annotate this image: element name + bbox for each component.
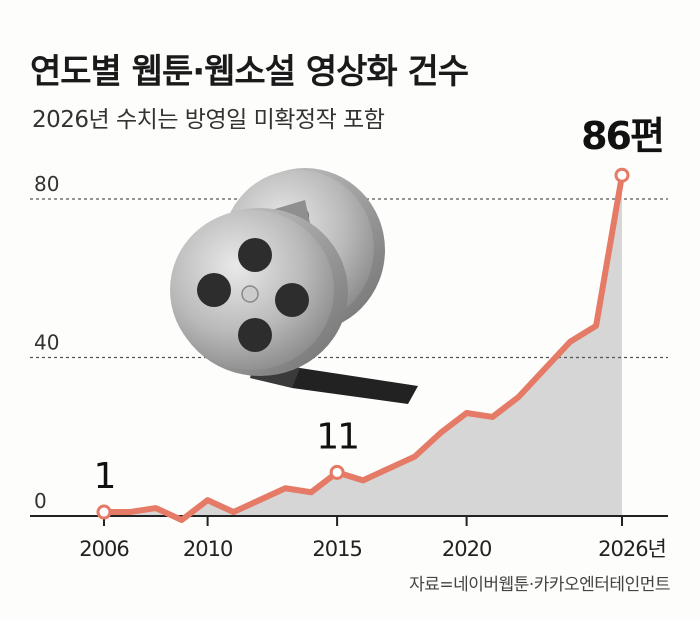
y-tick-label: 0	[34, 489, 47, 513]
x-tick-label: 2015	[312, 537, 361, 561]
y-tick-label: 40	[34, 331, 59, 355]
data-label: 86편	[581, 114, 663, 158]
x-tick-label: 2006	[79, 537, 129, 561]
data-label: 1	[94, 456, 115, 497]
area-fill	[104, 175, 622, 520]
source-note: 자료=네이버웹툰·카카오엔터테인먼트	[409, 575, 670, 595]
chart-title: 연도별 웹툰·웹소설 영상화 건수	[30, 52, 469, 92]
chart-subtitle: 2026년 수치는 방영일 미확정작 포함	[32, 107, 385, 133]
data-point-marker	[614, 167, 630, 183]
data-point-marker	[329, 464, 345, 480]
data-point-marker	[96, 504, 112, 520]
x-tick-label: 2020	[442, 537, 491, 561]
film-reel-icon	[170, 168, 418, 404]
series-line	[101, 172, 625, 523]
x-tick-label: 2026년	[598, 537, 666, 561]
y-tick-label: 80	[34, 172, 59, 196]
data-label: 11	[316, 416, 358, 457]
x-tick-label: 2010	[183, 537, 232, 561]
